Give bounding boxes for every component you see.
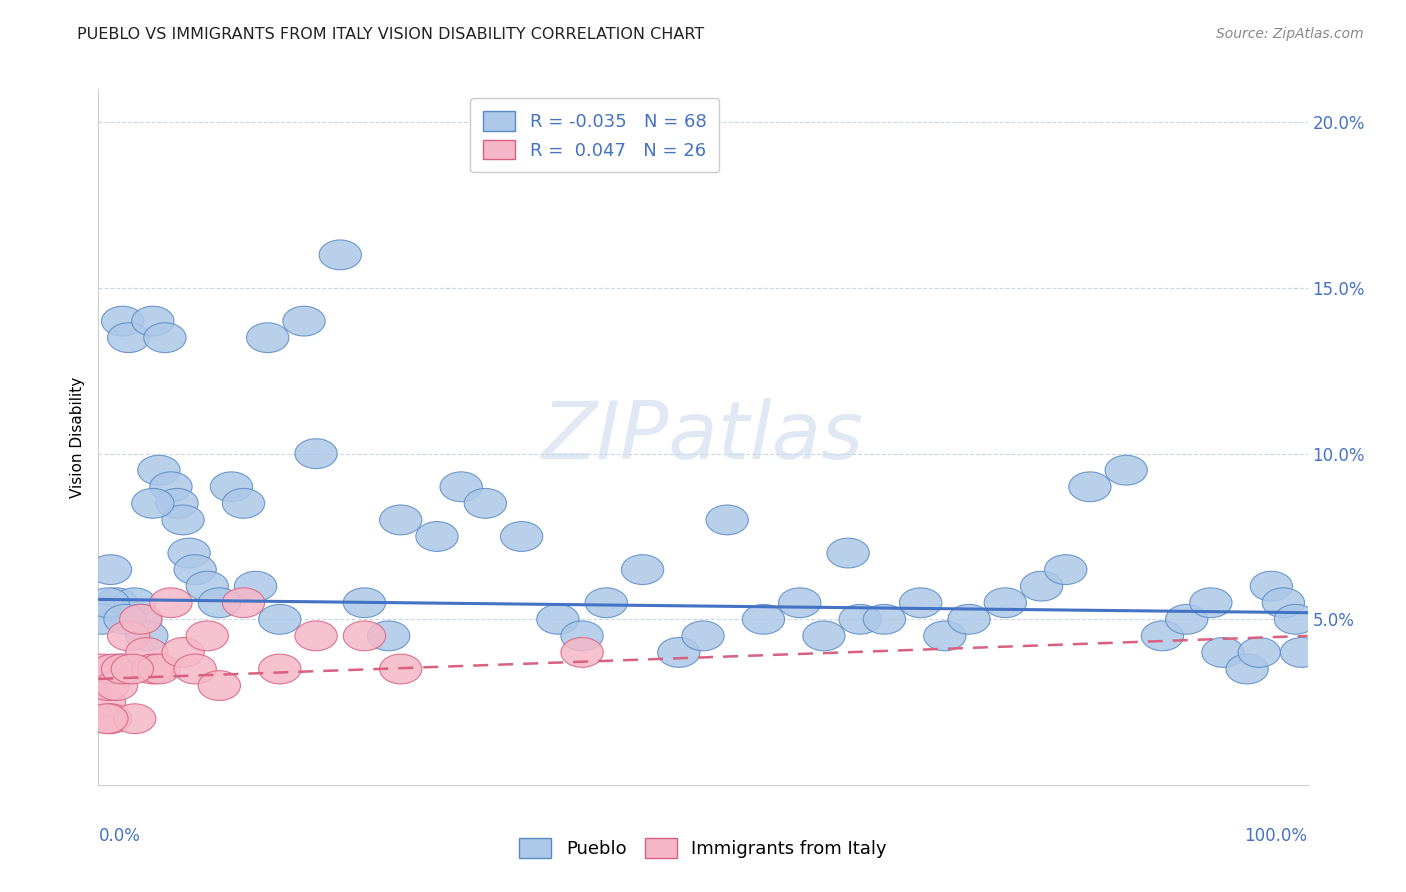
Legend: R = -0.035   N = 68, R =  0.047   N = 26: R = -0.035 N = 68, R = 0.047 N = 26 [470,98,718,172]
Text: PUEBLO VS IMMIGRANTS FROM ITALY VISION DISABILITY CORRELATION CHART: PUEBLO VS IMMIGRANTS FROM ITALY VISION D… [77,27,704,42]
Text: 0.0%: 0.0% [98,827,141,845]
Y-axis label: Vision Disability: Vision Disability [69,376,84,498]
Legend: Pueblo, Immigrants from Italy: Pueblo, Immigrants from Italy [512,830,894,865]
Text: ZIPatlas: ZIPatlas [541,398,865,476]
Text: 100.0%: 100.0% [1244,827,1308,845]
Text: Source: ZipAtlas.com: Source: ZipAtlas.com [1216,27,1364,41]
